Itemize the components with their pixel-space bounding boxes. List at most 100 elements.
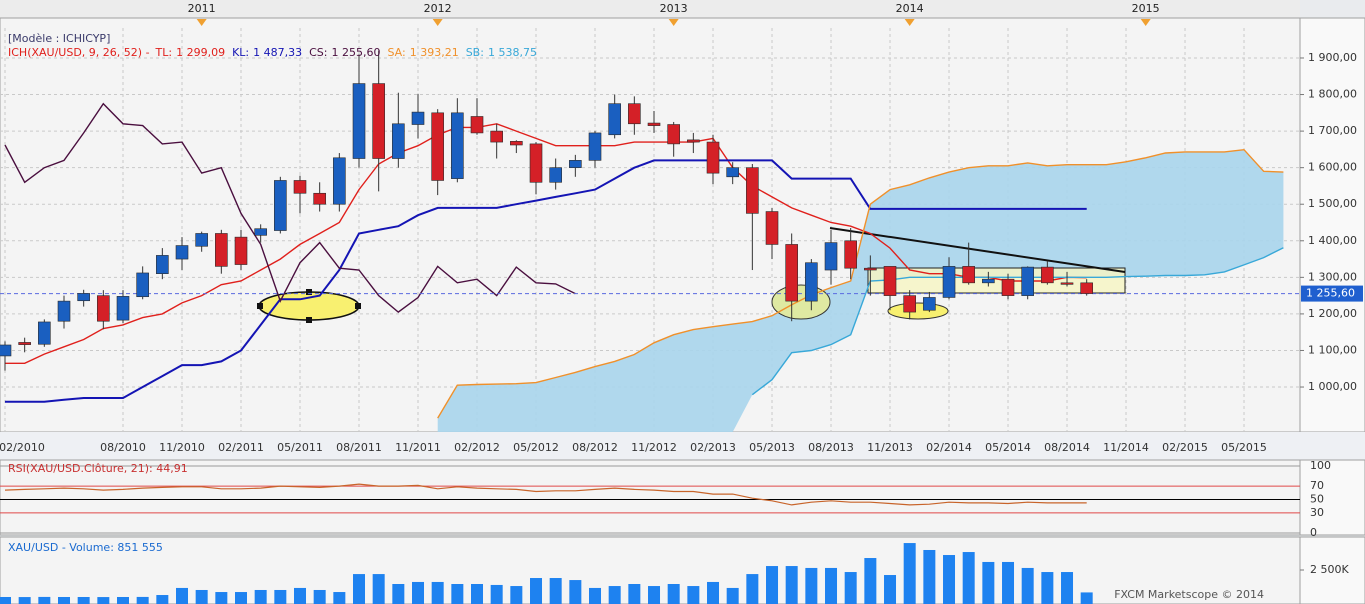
volume-bar: [156, 595, 169, 604]
volume-bar: [0, 596, 11, 604]
indicator-line: [751, 247, 1284, 396]
volume-bar: [38, 596, 51, 604]
candle-body: [706, 141, 720, 174]
candle-body: [746, 167, 759, 214]
y-tick-label: 1 300,00: [1308, 270, 1357, 283]
ichimoku-cloud: [437, 149, 1284, 432]
x-tick-label: 08/2010: [100, 441, 146, 454]
y-tick-label: 50: [1310, 493, 1324, 506]
x-tick-label: 02/2012: [454, 441, 500, 454]
volume-bar: [943, 555, 956, 604]
candle-body: [844, 240, 857, 269]
candle-body: [77, 293, 90, 302]
panel-title: XAU/USD - Volume: 851 555: [8, 541, 163, 554]
volume-bar: [136, 596, 149, 604]
volume-bar: [825, 567, 838, 604]
x-tick-label: 02/2014: [926, 441, 972, 454]
y-tick-label: 0: [1310, 526, 1317, 539]
candle-body: [549, 167, 562, 183]
candle-layer: [0, 50, 1093, 371]
x-tick-label: 05/2014: [985, 441, 1031, 454]
year-label: 2014: [896, 2, 924, 15]
volume-bar: [1080, 592, 1093, 604]
y-tick-label: 30: [1310, 506, 1324, 519]
y-tick-label: 1 600,00: [1308, 161, 1357, 174]
x-tick-label: 08/2011: [336, 441, 382, 454]
volume-bar: [785, 566, 798, 604]
candle-body: [883, 266, 897, 296]
volume-bar: [628, 584, 641, 604]
volume-bar: [353, 574, 366, 604]
volume-bar: [648, 586, 661, 604]
volume-bar: [451, 584, 464, 604]
candle-body: [156, 255, 169, 274]
panel-title: RSI(XAU/USD.Clôture, 21): 44,91: [8, 462, 188, 475]
candle-body: [510, 141, 523, 146]
candle-body: [274, 180, 287, 231]
volume-bar: [864, 558, 877, 604]
x-tick-label: 11/2010: [159, 441, 205, 454]
legend-value: 1 487,33: [253, 46, 302, 59]
cloud-layer: [437, 149, 1284, 432]
volume-bar: [530, 578, 543, 604]
candle-body: [864, 267, 877, 271]
volume-bar: [392, 584, 405, 604]
candle-body: [411, 111, 425, 125]
candle-body: [805, 262, 818, 302]
candle-body: [785, 244, 798, 302]
candle-body: [726, 167, 739, 178]
candle-body: [136, 272, 149, 298]
volume-bar: [903, 543, 916, 604]
footer: FXCM Marketscope © 2014: [1114, 588, 1264, 601]
x-tick-label: 11/2011: [395, 441, 441, 454]
volume-bar: [687, 586, 700, 604]
volume-bar: [412, 581, 425, 604]
x-tick-label: 08/2013: [808, 441, 854, 454]
x-tick-label: 08/2014: [1044, 441, 1090, 454]
candle-body: [903, 295, 916, 313]
candle-body: [215, 233, 228, 267]
volume-bar: [844, 572, 857, 604]
candle-body: [529, 143, 543, 183]
x-tick-label: 02/2010: [0, 441, 45, 454]
legend-name: TL:: [155, 46, 173, 59]
legend-value: 1 538,75: [488, 46, 537, 59]
year-marker: [432, 19, 443, 26]
candle-body: [1001, 278, 1015, 296]
volume-bar: [235, 592, 248, 604]
candle-body: [116, 296, 130, 321]
y-tick-label: 100: [1310, 459, 1331, 472]
volume-bar: [589, 587, 602, 604]
candle-body: [490, 130, 503, 143]
volume-bar: [176, 587, 189, 604]
volume-bar: [97, 597, 110, 604]
candle-body: [647, 122, 661, 126]
y-tick-label: 70: [1310, 479, 1324, 492]
candle-body: [392, 123, 405, 159]
year-marker: [1140, 19, 1151, 26]
legend-name: CS:: [309, 46, 327, 59]
volume-bar: [490, 584, 503, 604]
legend-value: 1 393,21: [410, 46, 459, 59]
candle-body: [588, 132, 602, 161]
x-tick-label: 02/2015: [1162, 441, 1208, 454]
volume-bar: [77, 596, 90, 604]
volume-bar: [431, 581, 444, 604]
x-tick-label: 05/2013: [749, 441, 795, 454]
year-marker: [196, 19, 207, 26]
y-tick-label: 1 700,00: [1308, 124, 1357, 137]
y-tick-label: 1 000,00: [1308, 380, 1357, 393]
handle: [306, 289, 312, 295]
volume-bar: [18, 597, 31, 604]
handle: [306, 317, 312, 323]
candle-body: [1060, 282, 1074, 285]
indicator-legend: ICH(XAU/USD, 9, 26, 52) - TL: 1 299,09 KL: 1…: [8, 46, 537, 59]
candle-body: [431, 112, 444, 181]
x-tick-label: 02/2013: [690, 441, 736, 454]
volume-bar: [549, 578, 562, 604]
candle-body: [1080, 282, 1093, 294]
volume-bar: [923, 549, 936, 604]
x-tick-label: 11/2013: [867, 441, 913, 454]
candle-body: [57, 300, 71, 322]
trend-line: [829, 227, 1126, 273]
